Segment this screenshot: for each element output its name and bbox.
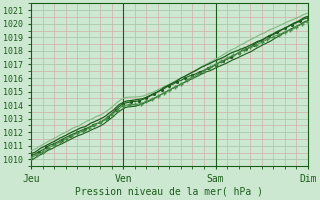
X-axis label: Pression niveau de la mer( hPa ): Pression niveau de la mer( hPa ) bbox=[76, 187, 263, 197]
